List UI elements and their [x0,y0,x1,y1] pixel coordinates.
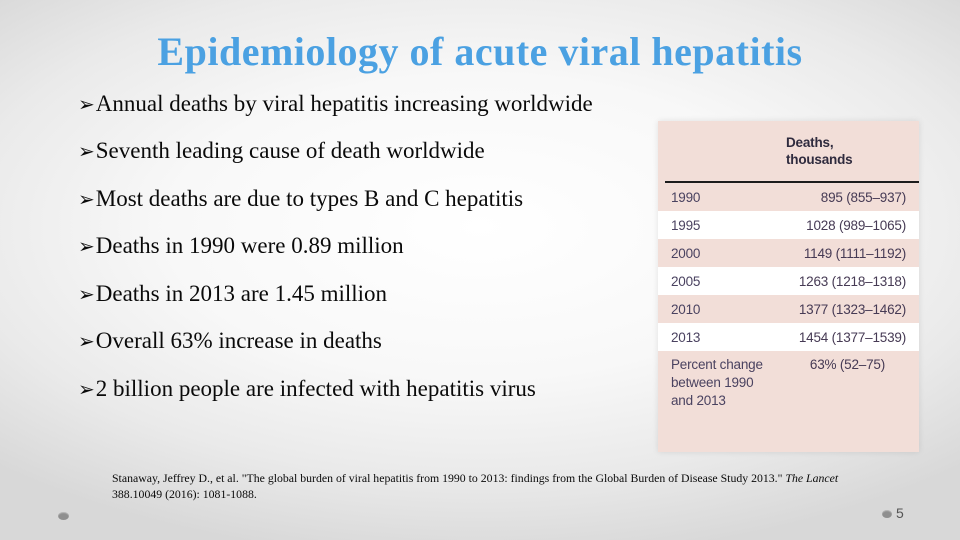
page-number: 5 [896,505,904,521]
arrow-bullet-icon: ➢ [78,186,95,211]
arrow-bullet-icon: ➢ [78,234,95,259]
table-row-year: 2000 [671,245,701,261]
footer-right-dot-icon [882,510,892,518]
bullet-text: Deaths in 1990 were 0.89 million [95,233,404,259]
bullet-text: Most deaths are due to types B and C hep… [95,185,524,211]
table-row-label: Percent change between 1990 and 2013 [671,357,763,408]
table-row-year: 1990 [671,189,701,205]
arrow-bullet-icon: ➢ [78,376,95,401]
table-row-value: 63% (52–75) [809,357,885,372]
bullet-list: ➢ Annual deaths by viral hepatitis incre… [78,80,668,413]
table-row-year: 2010 [671,301,701,317]
table-row: 2000 1149 (1111–1192) [658,239,919,267]
arrow-bullet-icon: ➢ [78,139,95,164]
table-row: 1990 895 (855–937) [658,183,919,211]
arrow-bullet-icon: ➢ [78,281,95,306]
footer-left-dot-icon [58,512,69,520]
bullet-text: Seventh leading cause of death worldwide [95,138,485,164]
table-row-value: 1263 (1218–1318) [798,273,906,289]
table-header-rule [665,181,919,183]
table-row-percent-change: Percent change between 1990 and 2013 63%… [658,351,919,410]
table-row-value: 895 (855–937) [820,189,906,205]
table-header-row: Deaths, thousands [658,121,919,181]
table-row: 2005 1263 (1218–1318) [658,267,919,295]
citation-journal: The Lancet [785,471,839,485]
table-row-year: 2005 [671,273,701,289]
slide-title: Epidemiology of acute viral hepatitis [157,29,803,74]
bullet-item: ➢ Seventh leading cause of death worldwi… [78,128,668,176]
table-header-deaths-thousands: Deaths, thousands [786,135,853,167]
bullet-item: ➢ Annual deaths by viral hepatitis incre… [78,80,668,128]
table-row: 2010 1377 (1323–1462) [658,295,919,323]
table-row-value: 1377 (1323–1462) [798,301,906,317]
bullet-item: ➢ Deaths in 2013 are 1.45 million [78,270,668,318]
bullet-text: Annual deaths by viral hepatitis increas… [95,90,593,116]
citation-suffix: 388.10049 (2016): 1081-1088. [112,486,257,501]
table-row-value: 1454 (1377–1539) [798,329,906,345]
table-row-year: 1995 [671,217,701,233]
table-row: 2013 1454 (1377–1539) [658,323,919,351]
deaths-table: Deaths, thousands 1990 895 (855–937) 199… [658,121,919,452]
bullet-item: ➢ Deaths in 1990 were 0.89 million [78,223,668,271]
table-row-value: 1028 (989–1065) [806,217,906,233]
bullet-item: ➢ 2 billion people are infected with hep… [78,365,668,413]
arrow-bullet-icon: ➢ [78,329,95,354]
bullet-item: ➢ Overall 63% increase in deaths [78,318,668,366]
citation-prefix: Stanaway, Jeffrey D., et al. "The global… [112,471,786,485]
bullet-item: ➢ Most deaths are due to types B and C h… [78,175,668,223]
bullet-text: 2 billion people are infected with hepat… [95,375,536,401]
table-row-year: 2013 [671,329,701,345]
bullet-text: Overall 63% increase in deaths [95,328,382,354]
arrow-bullet-icon: ➢ [78,91,95,116]
table-row: 1995 1028 (989–1065) [658,211,919,239]
bullet-text: Deaths in 2013 are 1.45 million [95,280,388,306]
citation: Stanaway, Jeffrey D., et al. "The global… [112,471,857,502]
table-row-value: 1149 (1111–1192) [803,245,906,261]
